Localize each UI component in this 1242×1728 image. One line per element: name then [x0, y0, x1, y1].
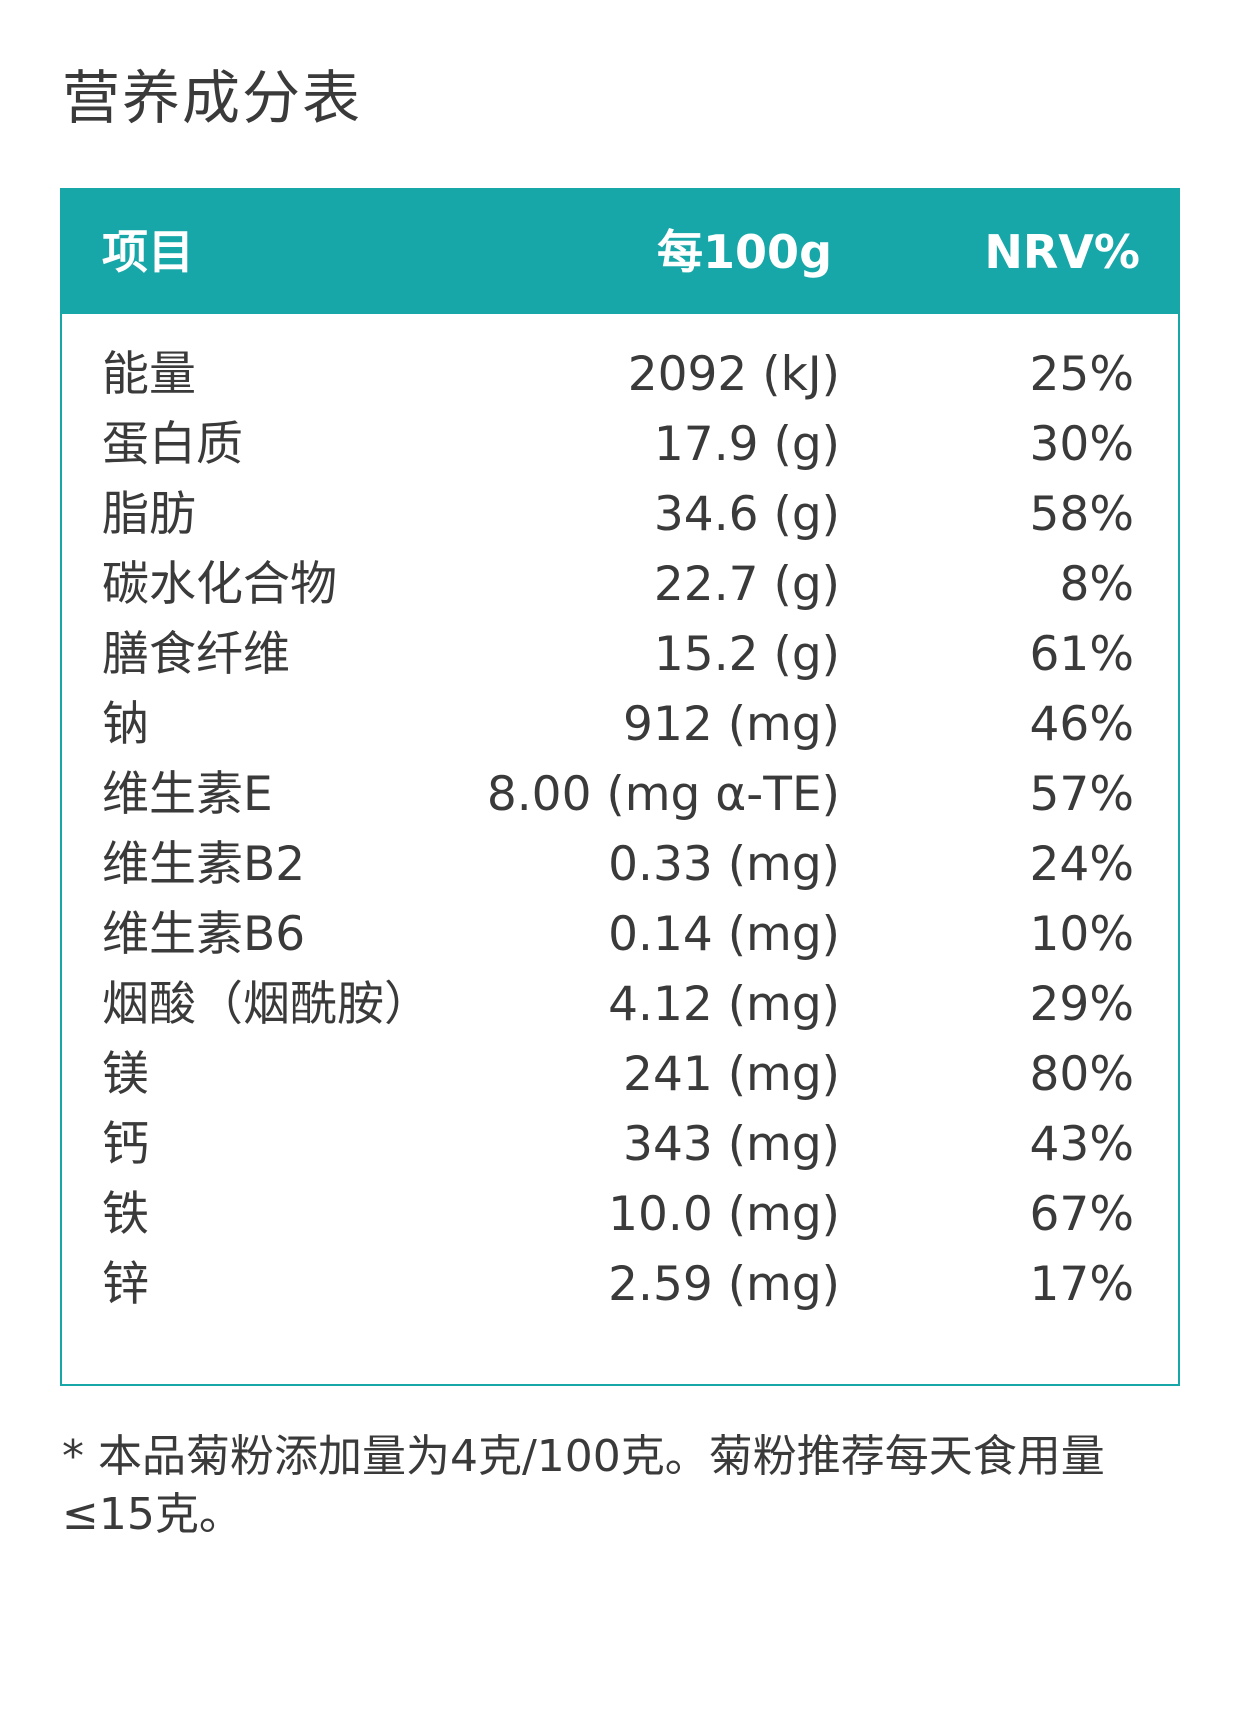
table-row: 维生素B6 0.14 (mg) 10% [62, 900, 1178, 970]
row-item: 钠 [102, 697, 149, 752]
row-nrv: 80% [1029, 1047, 1134, 1102]
row-item: 蛋白质 [102, 417, 243, 472]
nutrition-table: 项目 每100g NRV% 能量 2092 (kJ) 25% 蛋白质 17.9 … [60, 188, 1180, 1386]
row-per100g: 22.7 (g) [653, 557, 840, 612]
table-row: 蛋白质 17.9 (g) 30% [62, 410, 1178, 480]
table-header: 项目 每100g NRV% [62, 190, 1178, 314]
table-row: 镁 241 (mg) 80% [62, 1040, 1178, 1110]
row-per100g: 10.0 (mg) [608, 1187, 840, 1242]
page-title: 营养成分表 [62, 64, 363, 132]
row-per100g: 0.14 (mg) [608, 907, 840, 962]
row-nrv: 30% [1029, 417, 1134, 472]
row-per100g: 8.00 (mg α-TE) [486, 767, 840, 822]
row-per100g: 15.2 (g) [653, 627, 840, 682]
row-item: 维生素B6 [102, 907, 306, 962]
row-nrv: 17% [1029, 1257, 1134, 1312]
row-item: 维生素E [102, 767, 273, 822]
table-row: 维生素E 8.00 (mg α-TE) 57% [62, 760, 1178, 830]
table-row: 钠 912 (mg) 46% [62, 690, 1178, 760]
row-nrv: 57% [1029, 767, 1134, 822]
header-nrv: NRV% [984, 225, 1140, 279]
row-item: 膳食纤维 [102, 627, 290, 682]
row-nrv: 24% [1029, 837, 1134, 892]
row-nrv: 25% [1029, 347, 1134, 402]
row-per100g: 4.12 (mg) [608, 977, 840, 1032]
row-item: 锌 [102, 1257, 149, 1312]
row-item: 镁 [102, 1047, 149, 1102]
row-nrv: 46% [1029, 697, 1134, 752]
row-item: 能量 [102, 347, 196, 402]
row-per100g: 241 (mg) [623, 1047, 840, 1102]
table-row: 维生素B2 0.33 (mg) 24% [62, 830, 1178, 900]
row-nrv: 8% [1059, 557, 1134, 612]
row-item: 铁 [102, 1187, 149, 1242]
row-item: 钙 [102, 1117, 149, 1172]
row-nrv: 58% [1029, 487, 1134, 542]
row-nrv: 43% [1029, 1117, 1134, 1172]
header-item: 项目 [102, 225, 194, 279]
table-row: 锌 2.59 (mg) 17% [62, 1250, 1178, 1320]
row-per100g: 17.9 (g) [653, 417, 840, 472]
row-per100g: 912 (mg) [623, 697, 840, 752]
row-nrv: 10% [1029, 907, 1134, 962]
table-row: 钙 343 (mg) 43% [62, 1110, 1178, 1180]
table-row: 碳水化合物 22.7 (g) 8% [62, 550, 1178, 620]
table-body: 能量 2092 (kJ) 25% 蛋白质 17.9 (g) 30% 脂肪 34.… [62, 340, 1178, 1320]
footnote: * 本品菊粉添加量为4克/100克。菊粉推荐每天食用量≤15克。 [62, 1431, 1105, 1540]
row-nrv: 29% [1029, 977, 1134, 1032]
table-row: 膳食纤维 15.2 (g) 61% [62, 620, 1178, 690]
table-row: 烟酸（烟酰胺） 4.12 (mg) 29% [62, 970, 1178, 1040]
row-item: 碳水化合物 [102, 557, 337, 612]
table-row: 铁 10.0 (mg) 67% [62, 1180, 1178, 1250]
row-item: 烟酸（烟酰胺） [102, 977, 431, 1032]
row-item: 脂肪 [102, 487, 196, 542]
row-nrv: 61% [1029, 627, 1134, 682]
row-item: 维生素B2 [102, 837, 306, 892]
row-per100g: 2.59 (mg) [608, 1257, 840, 1312]
row-per100g: 34.6 (g) [653, 487, 840, 542]
row-per100g: 343 (mg) [623, 1117, 840, 1172]
table-row: 脂肪 34.6 (g) 58% [62, 480, 1178, 550]
row-nrv: 67% [1029, 1187, 1134, 1242]
header-per100g: 每100g [657, 225, 832, 279]
row-per100g: 0.33 (mg) [608, 837, 840, 892]
table-row: 能量 2092 (kJ) 25% [62, 340, 1178, 410]
row-per100g: 2092 (kJ) [627, 347, 840, 402]
